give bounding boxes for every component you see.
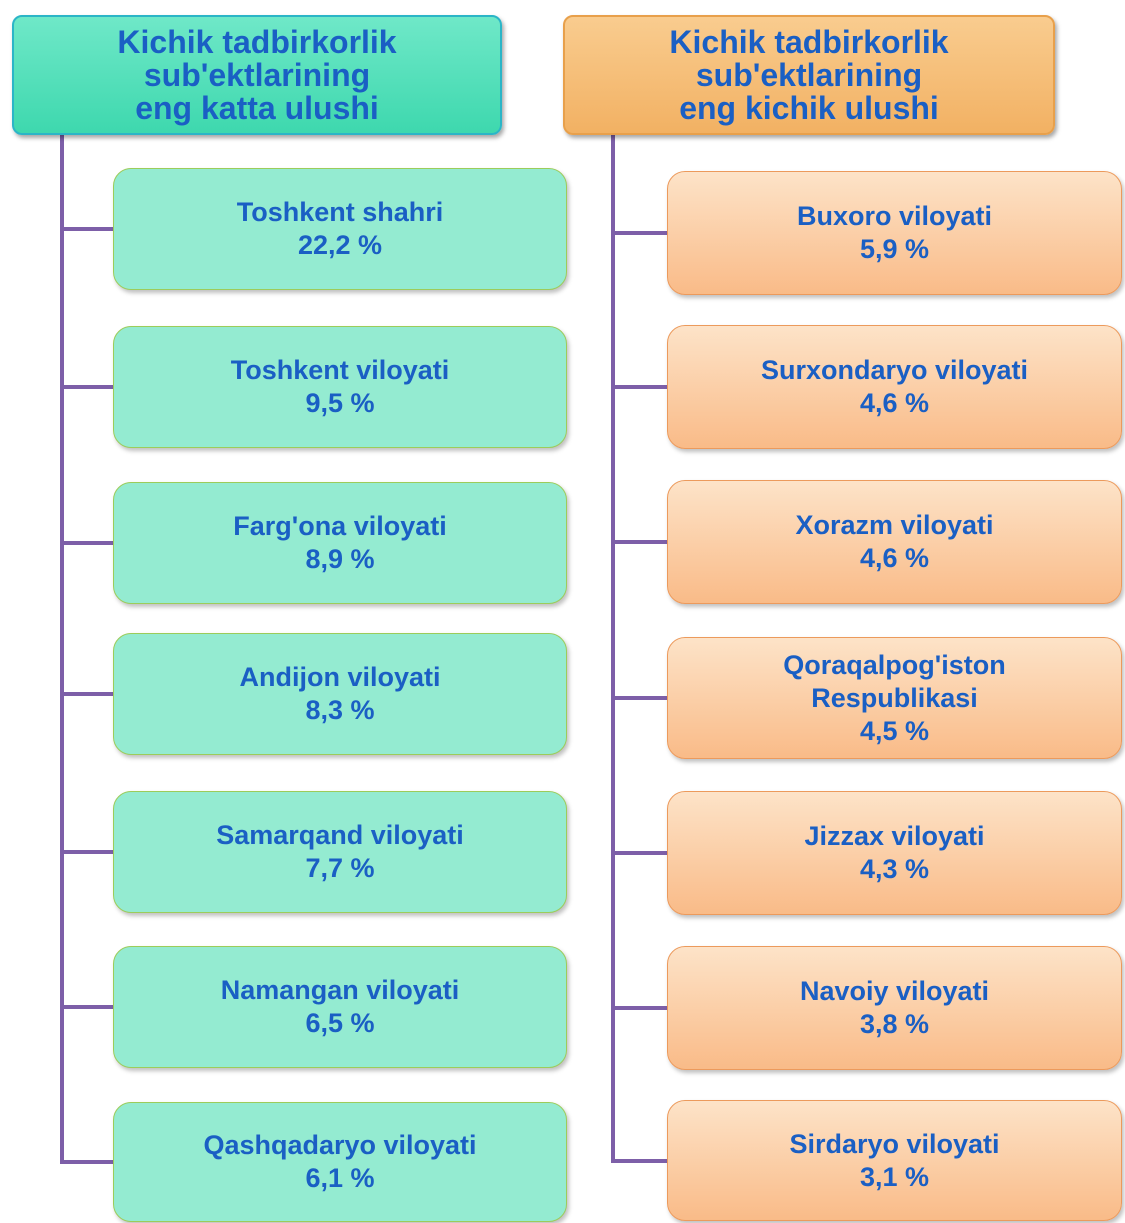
region-node: Navoiy viloyati 3,8 % xyxy=(667,946,1122,1070)
region-node: Jizzax viloyati 4,3 % xyxy=(667,791,1122,915)
region-label: Xorazm viloyati xyxy=(795,510,994,540)
region-share: 9,5 % xyxy=(305,388,375,418)
region-share: 4,5 % xyxy=(859,715,930,746)
region-share: 4,3 % xyxy=(859,854,930,884)
region-share: 7,7 % xyxy=(305,853,375,883)
region-label: Farg'ona viloyati xyxy=(233,511,447,541)
region-label: Buxoro viloyati xyxy=(796,201,993,231)
column-header: Kichik tadbirkorlik sub'ektlarining eng ka… xyxy=(12,15,502,135)
header-title-line: eng kichik ulushi xyxy=(679,89,939,126)
region-node: Surxondaryo viloyati 4,6 % xyxy=(667,325,1122,449)
region-node: Namangan viloyati 6,5 % xyxy=(113,946,567,1068)
region-label: Namangan viloyati xyxy=(220,975,460,1005)
region-node: Qoraqalpog'iston Respublikasi 4,5 % xyxy=(667,637,1122,759)
region-share: 8,9 % xyxy=(305,544,375,574)
region-label: Jizzax viloyati xyxy=(804,821,985,851)
region-label: Sirdaryo viloyati xyxy=(789,1128,1000,1159)
connector-line xyxy=(613,1158,667,1163)
connector-line xyxy=(62,692,113,696)
region-label: Navoiy viloyati xyxy=(799,976,990,1006)
connector-line xyxy=(613,696,667,700)
region-label: Toshkent shahri xyxy=(236,197,444,227)
region-label: Samarqand viloyati xyxy=(216,820,464,850)
region-share: 8,3 % xyxy=(305,695,375,725)
connector-line xyxy=(62,227,113,231)
region-label: Surxondaryo viloyati xyxy=(760,355,1029,385)
connector-line xyxy=(613,851,667,855)
header-title-line: Kichik tadbirkorlik xyxy=(669,23,949,60)
header-title-line: eng katta ulushi xyxy=(135,89,379,126)
header-title-line: sub'ektlarining xyxy=(695,56,923,93)
region-label: Respublikasi xyxy=(811,682,978,713)
region-share: 6,5 % xyxy=(305,1008,375,1038)
region-node: Samarqand viloyati 7,7 % xyxy=(113,791,567,913)
region-label: Andijon viloyati xyxy=(239,662,441,692)
connector-line xyxy=(62,385,113,389)
region-node: Sirdaryo viloyati 3,1 % xyxy=(667,1100,1122,1221)
region-share: 3,1 % xyxy=(859,1161,930,1192)
column-header: Kichik tadbirkorlik sub'ektlarining eng ki… xyxy=(563,15,1055,135)
region-share: 4,6 % xyxy=(859,543,930,573)
connector-line xyxy=(611,135,615,1163)
header-title-line: sub'ektlarining xyxy=(143,56,371,93)
region-node: Buxoro viloyati 5,9 % xyxy=(667,171,1122,295)
region-node: Toshkent viloyati 9,5 % xyxy=(113,326,567,448)
connector-line xyxy=(613,1006,667,1010)
region-share: 4,6 % xyxy=(859,388,930,418)
region-node: Qashqadaryo viloyati 6,1 % xyxy=(113,1102,567,1222)
connector-line xyxy=(62,850,113,854)
connector-line xyxy=(613,231,667,235)
region-share: 3,8 % xyxy=(859,1009,930,1039)
region-share: 5,9 % xyxy=(859,234,930,264)
region-node: Andijon viloyati 8,3 % xyxy=(113,633,567,755)
connector-line xyxy=(62,541,113,545)
region-label: Qoraqalpog'iston xyxy=(783,649,1006,680)
connector-line xyxy=(62,1005,113,1009)
header-title-line: Kichik tadbirkorlik xyxy=(117,23,397,60)
region-node: Farg'ona viloyati 8,9 % xyxy=(113,482,567,604)
connector-line xyxy=(613,540,667,544)
connector-line xyxy=(613,385,667,389)
region-node: Toshkent shahri 22,2 % xyxy=(113,168,567,290)
connector-line xyxy=(60,135,64,1164)
region-node: Xorazm viloyati 4,6 % xyxy=(667,480,1122,604)
region-label: Qashqadaryo viloyati xyxy=(203,1130,477,1160)
region-share: 6,1 % xyxy=(305,1163,375,1193)
connector-line xyxy=(62,1160,113,1164)
region-label: Toshkent viloyati xyxy=(230,355,450,385)
region-share: 22,2 % xyxy=(297,230,383,260)
